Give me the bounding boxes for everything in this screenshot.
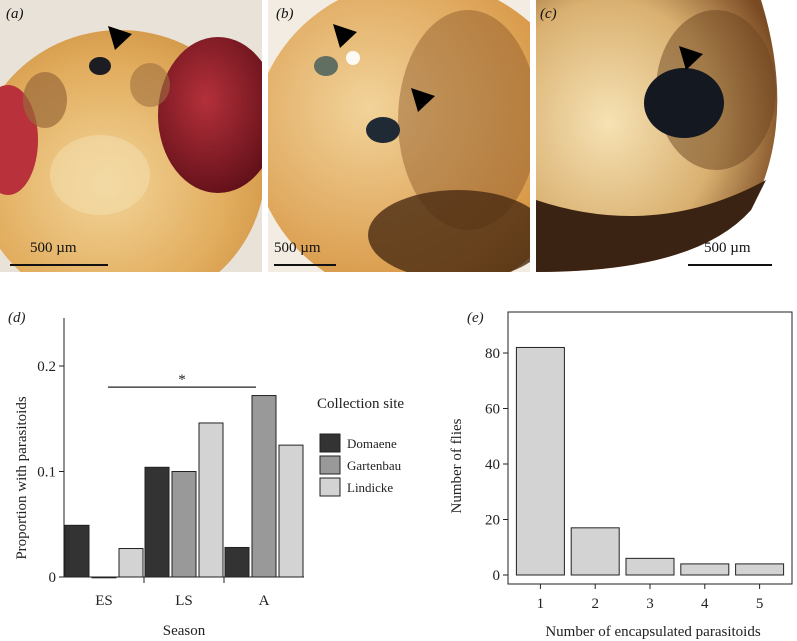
legend-swatch-domaene [319, 433, 341, 453]
y-tick-label: 40 [485, 457, 500, 473]
x-tick-label: A [259, 593, 270, 609]
x-tick-label: 3 [646, 596, 654, 612]
significance-marker: * [178, 372, 186, 388]
legend-title: Collection site [317, 396, 404, 412]
bar-lindicke-es [118, 548, 144, 578]
scale-bar-a [10, 264, 108, 266]
y-tick-label: 0 [49, 570, 57, 586]
legend-label-domaene: Domaene [347, 436, 397, 451]
arrowhead-icon [679, 46, 703, 70]
scale-label-c: 500 µm [704, 240, 751, 256]
bar-domaene-ls [144, 466, 170, 578]
panel-label-a: (a) [6, 6, 24, 22]
bar-1 [515, 346, 565, 576]
y-tick-label: 0 [493, 568, 501, 584]
panel-label-e: (e) [467, 310, 484, 326]
panel-label-c: (c) [540, 6, 557, 22]
x-tick-label: 4 [701, 596, 709, 612]
scale-label-b: 500 µm [274, 240, 321, 256]
legend: Domaene Gartenbau Lindicke [319, 433, 402, 497]
x-tick-label: 5 [756, 596, 764, 612]
photo-panel-a: (a) 500 µm [0, 0, 262, 272]
fly-head-photo [0, 0, 262, 272]
photo-panel-c: (c) 500 µm [536, 0, 797, 272]
legend-swatch-lindicke [319, 477, 341, 497]
bar-4 [680, 563, 730, 576]
scale-bar-b [274, 264, 336, 266]
bar-gartenbau-ls [171, 471, 197, 578]
x-axis-label: Number of encapsulated parasitoids [545, 624, 761, 640]
fly-abdomen-photo [536, 0, 797, 272]
bar-lindicke-ls [198, 422, 224, 578]
fly-thorax-photo [268, 0, 530, 272]
x-tick-label: 2 [591, 596, 599, 612]
bar-lindicke-a [278, 444, 304, 578]
x-axis-label: Season [163, 623, 206, 639]
legend-label-gartenbau: Gartenbau [347, 458, 402, 473]
scale-bar-c [688, 264, 772, 266]
arrowhead-icon [411, 88, 435, 112]
y-tick-label: 80 [485, 346, 500, 362]
y-axis-label: Number of flies [449, 418, 465, 513]
bar-5 [735, 563, 785, 576]
y-tick-label: 0.2 [37, 359, 56, 375]
bar-gartenbau-es [91, 576, 117, 579]
bar-2 [570, 527, 620, 576]
arrowhead-icon [108, 26, 132, 50]
legend-label-lindicke: Lindicke [347, 480, 393, 495]
x-tick-label: 1 [537, 596, 545, 612]
panel-label-b: (b) [276, 6, 294, 22]
bar-domaene-es [64, 524, 90, 578]
chart-d: (d) 0 0.1 0.2 ES LS A * Proportion with parasi… [8, 310, 404, 639]
y-axis-label: Proportion with parasitoids [14, 396, 30, 559]
bar-3 [625, 557, 675, 576]
x-tick-label: ES [95, 593, 113, 609]
panel-label-d: (d) [8, 310, 26, 326]
y-tick-label: 60 [485, 402, 500, 418]
bar-gartenbau-a [251, 395, 277, 578]
photo-panel-b: (b) 500 µm [268, 0, 530, 272]
arrowhead-icon [333, 24, 357, 48]
y-tick-label: 0.1 [37, 465, 56, 481]
chart-e: (e) 0 20 40 60 80 1 2 3 4 5 Number of flies Numbe… [449, 310, 793, 640]
legend-swatch-gartenbau [319, 455, 341, 475]
x-tick-label: LS [175, 593, 193, 609]
scale-label-a: 500 µm [30, 240, 77, 256]
bar-domaene-a [224, 546, 250, 578]
y-tick-label: 20 [485, 513, 500, 529]
